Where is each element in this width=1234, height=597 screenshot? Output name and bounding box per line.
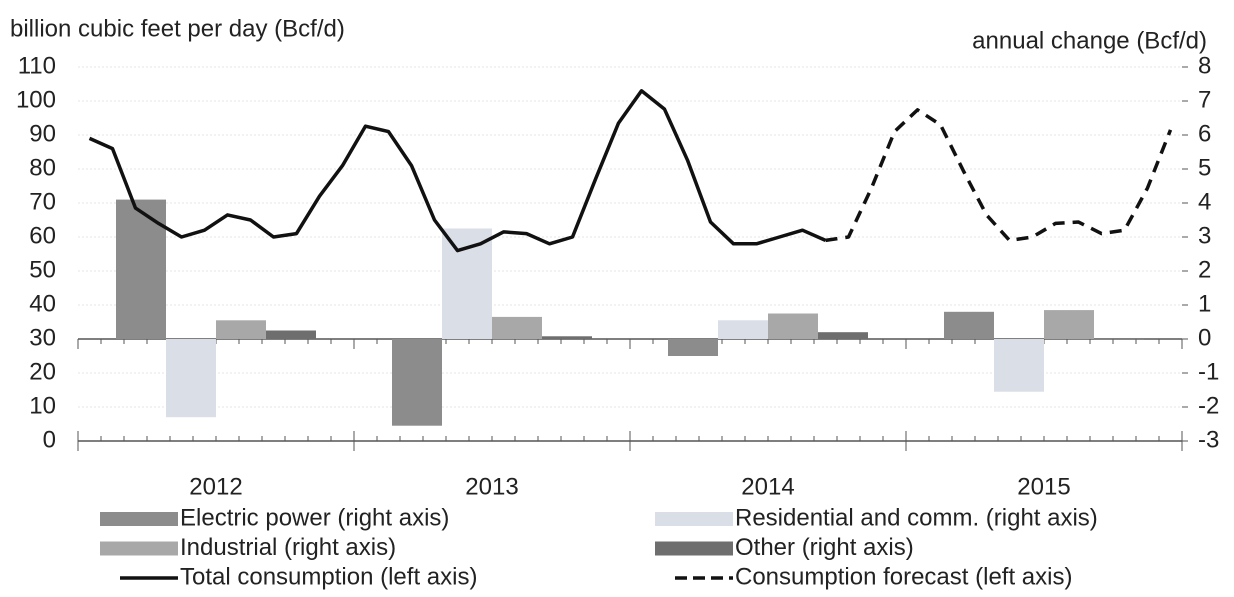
legend-swatch	[100, 512, 178, 526]
legend-swatch	[655, 512, 733, 526]
y2-tick-label: -3	[1198, 426, 1219, 453]
x-group-label: 2014	[741, 473, 794, 500]
y-axis-label: billion cubic feet per day (Bcf/d)	[10, 15, 345, 42]
y2-tick-label: -2	[1198, 392, 1219, 419]
y-tick-label: 30	[29, 324, 56, 351]
legend-label: Total consumption (left axis)	[180, 563, 477, 590]
bar	[542, 336, 592, 339]
bar	[216, 320, 266, 339]
bar	[166, 339, 216, 418]
y2-tick-label: 6	[1198, 120, 1211, 147]
y2-tick-label: 0	[1198, 324, 1211, 351]
y-tick-label: 40	[29, 290, 56, 317]
bar	[1094, 338, 1144, 340]
bar	[266, 330, 316, 339]
legend-swatch	[655, 541, 733, 556]
y-tick-label: 110	[18, 52, 56, 79]
y-tick-label: 60	[29, 222, 56, 249]
y-tick-label: 80	[29, 154, 56, 181]
x-group-label: 2012	[189, 473, 242, 500]
bar	[442, 228, 492, 339]
y2-tick-label: -1	[1198, 358, 1219, 385]
legend-label: Residential and comm. (right axis)	[735, 504, 1098, 531]
y-tick-label: 0	[43, 426, 56, 453]
y-tick-label: 50	[29, 256, 56, 283]
y2-tick-label: 1	[1198, 290, 1211, 317]
y2-axis-label: annual change (Bcf/d)	[972, 27, 1207, 54]
bar	[944, 311, 994, 339]
x-group-label: 2015	[1017, 473, 1070, 500]
legend-label: Consumption forecast (left axis)	[735, 563, 1072, 590]
y2-tick-label: 7	[1198, 86, 1211, 113]
y2-tick-label: 3	[1198, 222, 1211, 249]
bar	[492, 316, 542, 339]
y2-tick-label: 4	[1198, 188, 1211, 215]
line	[825, 108, 1173, 243]
y-tick-label: 90	[29, 120, 56, 147]
bar	[1044, 310, 1094, 339]
legend-label: Industrial (right axis)	[180, 534, 396, 561]
x-group-label: 2013	[465, 473, 518, 500]
y-tick-label: 20	[29, 358, 56, 385]
legend-label: Other (right axis)	[735, 534, 914, 561]
bar	[116, 199, 166, 339]
bar	[768, 313, 818, 339]
line	[88, 89, 827, 253]
y-tick-label: 70	[29, 188, 56, 215]
y2-tick-label: 8	[1198, 52, 1211, 79]
bar	[392, 339, 442, 426]
bar	[818, 332, 868, 339]
y-tick-label: 100	[16, 86, 56, 113]
legend-swatch	[100, 541, 178, 556]
y2-tick-label: 2	[1198, 256, 1211, 283]
bar	[994, 339, 1044, 392]
y2-tick-label: 5	[1198, 154, 1211, 181]
bar	[668, 339, 718, 356]
legend-label: Electric power (right axis)	[180, 504, 449, 531]
bar	[718, 320, 768, 339]
y-tick-label: 10	[29, 392, 56, 419]
